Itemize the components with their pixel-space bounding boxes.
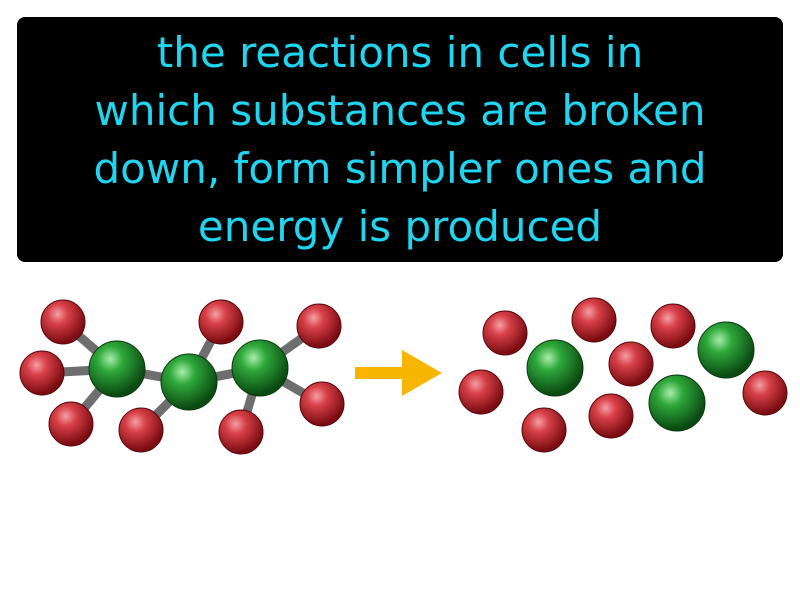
definition-line-4: energy is produced [197,201,603,251]
red-atom [482,310,528,356]
catabolism-illustration [19,297,788,455]
atoms [19,299,345,455]
green-atom [88,340,146,398]
red-atom [296,303,342,349]
red-atom [19,350,65,396]
red-atom [40,299,86,345]
green-atom [648,374,706,432]
reaction-arrow [355,350,442,396]
green-atom [697,321,755,379]
green-atom [160,353,218,411]
red-atom [48,401,94,447]
definition-line-1: the reactions in cells in [156,27,644,77]
red-atom [608,341,654,387]
definition-box: the reactions in cells in which substanc… [17,17,783,262]
arrow-head [402,350,442,396]
red-atom [218,409,264,455]
green-atom [526,339,584,397]
red-atom [521,407,567,453]
definition-line-3: down, form simpler ones and [93,143,707,193]
definition-line-2: which substances are broken [94,85,706,135]
red-atom [571,297,617,343]
red-atom [588,393,634,439]
green-atom [231,339,289,397]
red-atom [299,381,345,427]
red-atom [742,370,788,416]
simple-products [458,297,788,453]
red-atom [198,299,244,345]
red-atom [118,407,164,453]
arrow-shaft [355,367,407,379]
red-atom [458,369,504,415]
complex-molecule [19,299,345,455]
red-atom [650,303,696,349]
